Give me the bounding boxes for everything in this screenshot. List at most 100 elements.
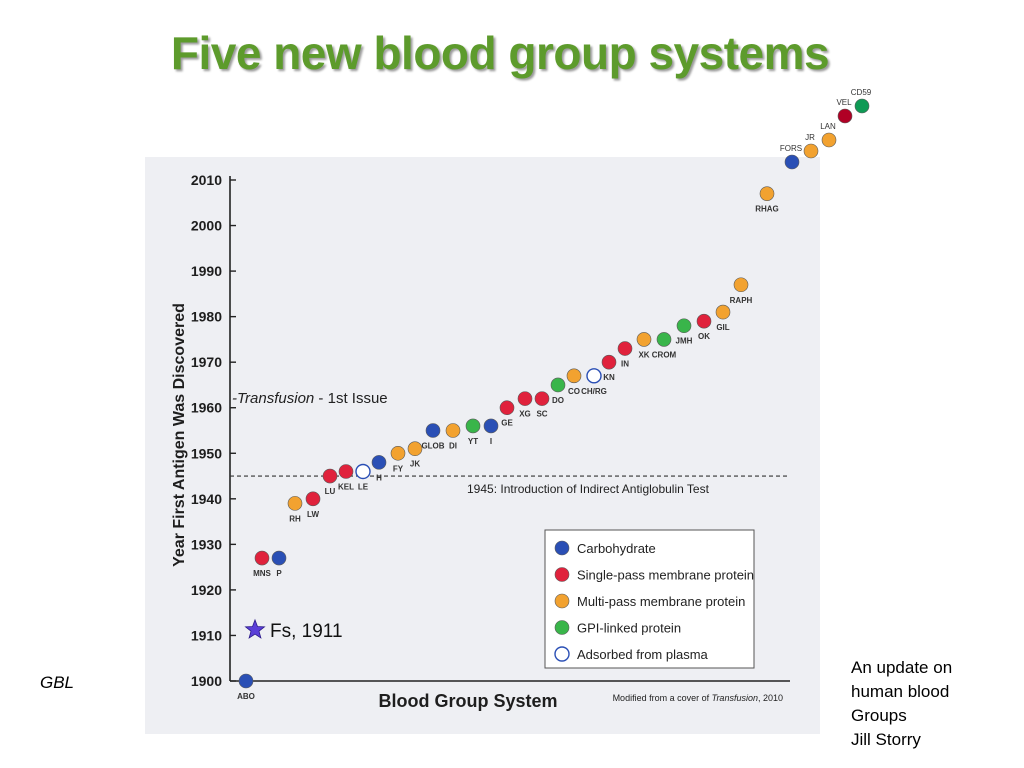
data-point-fy: FY: [390, 445, 406, 473]
data-point-in: IN: [617, 341, 633, 369]
point-marker: [445, 423, 461, 438]
credit-line-1: An update on: [851, 658, 953, 677]
transfusion-annotation: -Transfusion - 1st Issue: [232, 390, 388, 407]
data-point-le: LE: [355, 463, 371, 491]
point-marker: [390, 445, 406, 461]
y-tick-label-1910: 1910: [191, 627, 222, 643]
y-tick-label-2010: 2010: [191, 172, 222, 188]
y-tick-label-2000: 2000: [191, 218, 222, 234]
data-point-abo: ABO: [237, 673, 255, 701]
data-point-crom: CROM: [652, 332, 677, 359]
point-marker: [287, 496, 303, 511]
legend-label-single: Single-pass membrane protein: [577, 568, 754, 583]
point-label: LU: [325, 487, 336, 496]
iat-annotation: 1945: Introduction of Indirect Antiglobu…: [467, 482, 710, 496]
data-point-jmh: JMH: [676, 318, 693, 346]
new-system-cd59: CD59: [851, 88, 872, 114]
new-system-label: JR: [805, 133, 815, 142]
data-point-rh: RH: [287, 496, 303, 523]
data-point-xk: XK: [636, 332, 652, 359]
y-tick-label-1900: 1900: [191, 673, 222, 689]
point-marker: [566, 368, 582, 384]
point-label: I: [490, 437, 492, 446]
legend-label-gpi: GPI-linked protein: [577, 621, 681, 636]
data-point-ch-rg: CH/RG: [581, 368, 607, 396]
legend-swatch-single: [554, 567, 570, 582]
data-point-i: I: [483, 418, 499, 446]
point-marker: [425, 423, 441, 438]
point-label: KEL: [338, 482, 354, 491]
data-point-p: P: [271, 550, 287, 578]
data-point-ok: OK: [696, 313, 712, 341]
point-label: LW: [307, 510, 319, 519]
y-tick-label-1970: 1970: [191, 354, 222, 370]
data-point-yt: YT: [465, 418, 481, 446]
legend-label-plasma: Adsorbed from plasma: [577, 647, 709, 662]
legend-swatch-plasma: [554, 646, 570, 662]
new-system-label: FORS: [780, 144, 802, 153]
point-label: RAPH: [730, 296, 753, 305]
fs-annotation: Fs, 1911: [270, 621, 343, 642]
point-marker: [483, 418, 499, 434]
data-point-kn: KN: [601, 354, 617, 382]
data-point-mns: MNS: [253, 550, 272, 578]
data-point-lu: LU: [322, 468, 338, 496]
legend-label-multi: Multi-pass membrane protein: [577, 594, 745, 609]
transfusion-journal: -Transfusion: [232, 390, 314, 407]
credit-line-3: Groups: [851, 706, 907, 725]
new-system-label: CD59: [851, 88, 872, 97]
gbl-label: GBL: [40, 673, 75, 692]
point-marker: [534, 391, 550, 406]
point-marker: [636, 332, 652, 347]
point-marker: [676, 318, 692, 334]
point-marker: [355, 463, 371, 480]
data-point-xg: XG: [517, 391, 533, 419]
point-label: MNS: [253, 569, 271, 578]
new-system-jr: JR: [803, 133, 819, 159]
data-point-glob: GLOB: [421, 423, 445, 451]
point-label: CO: [568, 387, 580, 396]
new-system-marker: [854, 98, 870, 114]
y-tick-label-1960: 1960: [191, 400, 222, 416]
y-tick-label-1990: 1990: [191, 263, 222, 279]
point-label: CROM: [652, 350, 677, 359]
point-label: XG: [519, 410, 531, 419]
credit-line-4: Jill Storry: [851, 730, 921, 749]
data-point-do: DO: [550, 377, 566, 405]
point-label: CH/RG: [581, 387, 607, 396]
point-marker: [371, 455, 387, 470]
new-system-marker: [803, 143, 819, 159]
y-axis-title: Year First Antigen Was Discovered: [171, 303, 188, 567]
point-marker: [617, 341, 633, 356]
point-marker: [517, 391, 533, 406]
point-label: FY: [393, 464, 404, 473]
data-point-kel: KEL: [338, 464, 354, 491]
x-axis-title: Blood Group System: [378, 691, 557, 711]
data-point-rhag: RHAG: [755, 186, 779, 214]
legend-swatch-gpi: [554, 620, 570, 635]
new-system-marker: [821, 132, 837, 148]
data-point-ge: GE: [499, 400, 515, 428]
point-marker: [499, 400, 515, 416]
source-journal: Transfusion: [712, 693, 758, 703]
point-marker: [305, 491, 321, 507]
point-label: OK: [698, 332, 710, 341]
point-label: JK: [410, 460, 420, 469]
point-label: H: [376, 473, 382, 482]
legend-label-carb: Carbohydrate: [577, 541, 656, 556]
new-system-lan: LAN: [820, 122, 837, 148]
legend-swatch-multi: [554, 593, 570, 609]
data-point-sc: SC: [534, 391, 550, 419]
point-label: DI: [449, 442, 457, 451]
new-system-marker: [784, 154, 800, 170]
data-point-gil: GIL: [715, 304, 731, 332]
point-label: GE: [501, 419, 513, 428]
point-label: LE: [358, 482, 369, 491]
new-system-vel: VEL: [836, 98, 853, 124]
source-prefix: Modified from a cover of: [613, 693, 712, 703]
new-system-fors: FORS: [780, 144, 802, 170]
point-marker: [322, 468, 338, 484]
point-label: P: [276, 569, 282, 578]
y-tick-label-1930: 1930: [191, 536, 222, 552]
